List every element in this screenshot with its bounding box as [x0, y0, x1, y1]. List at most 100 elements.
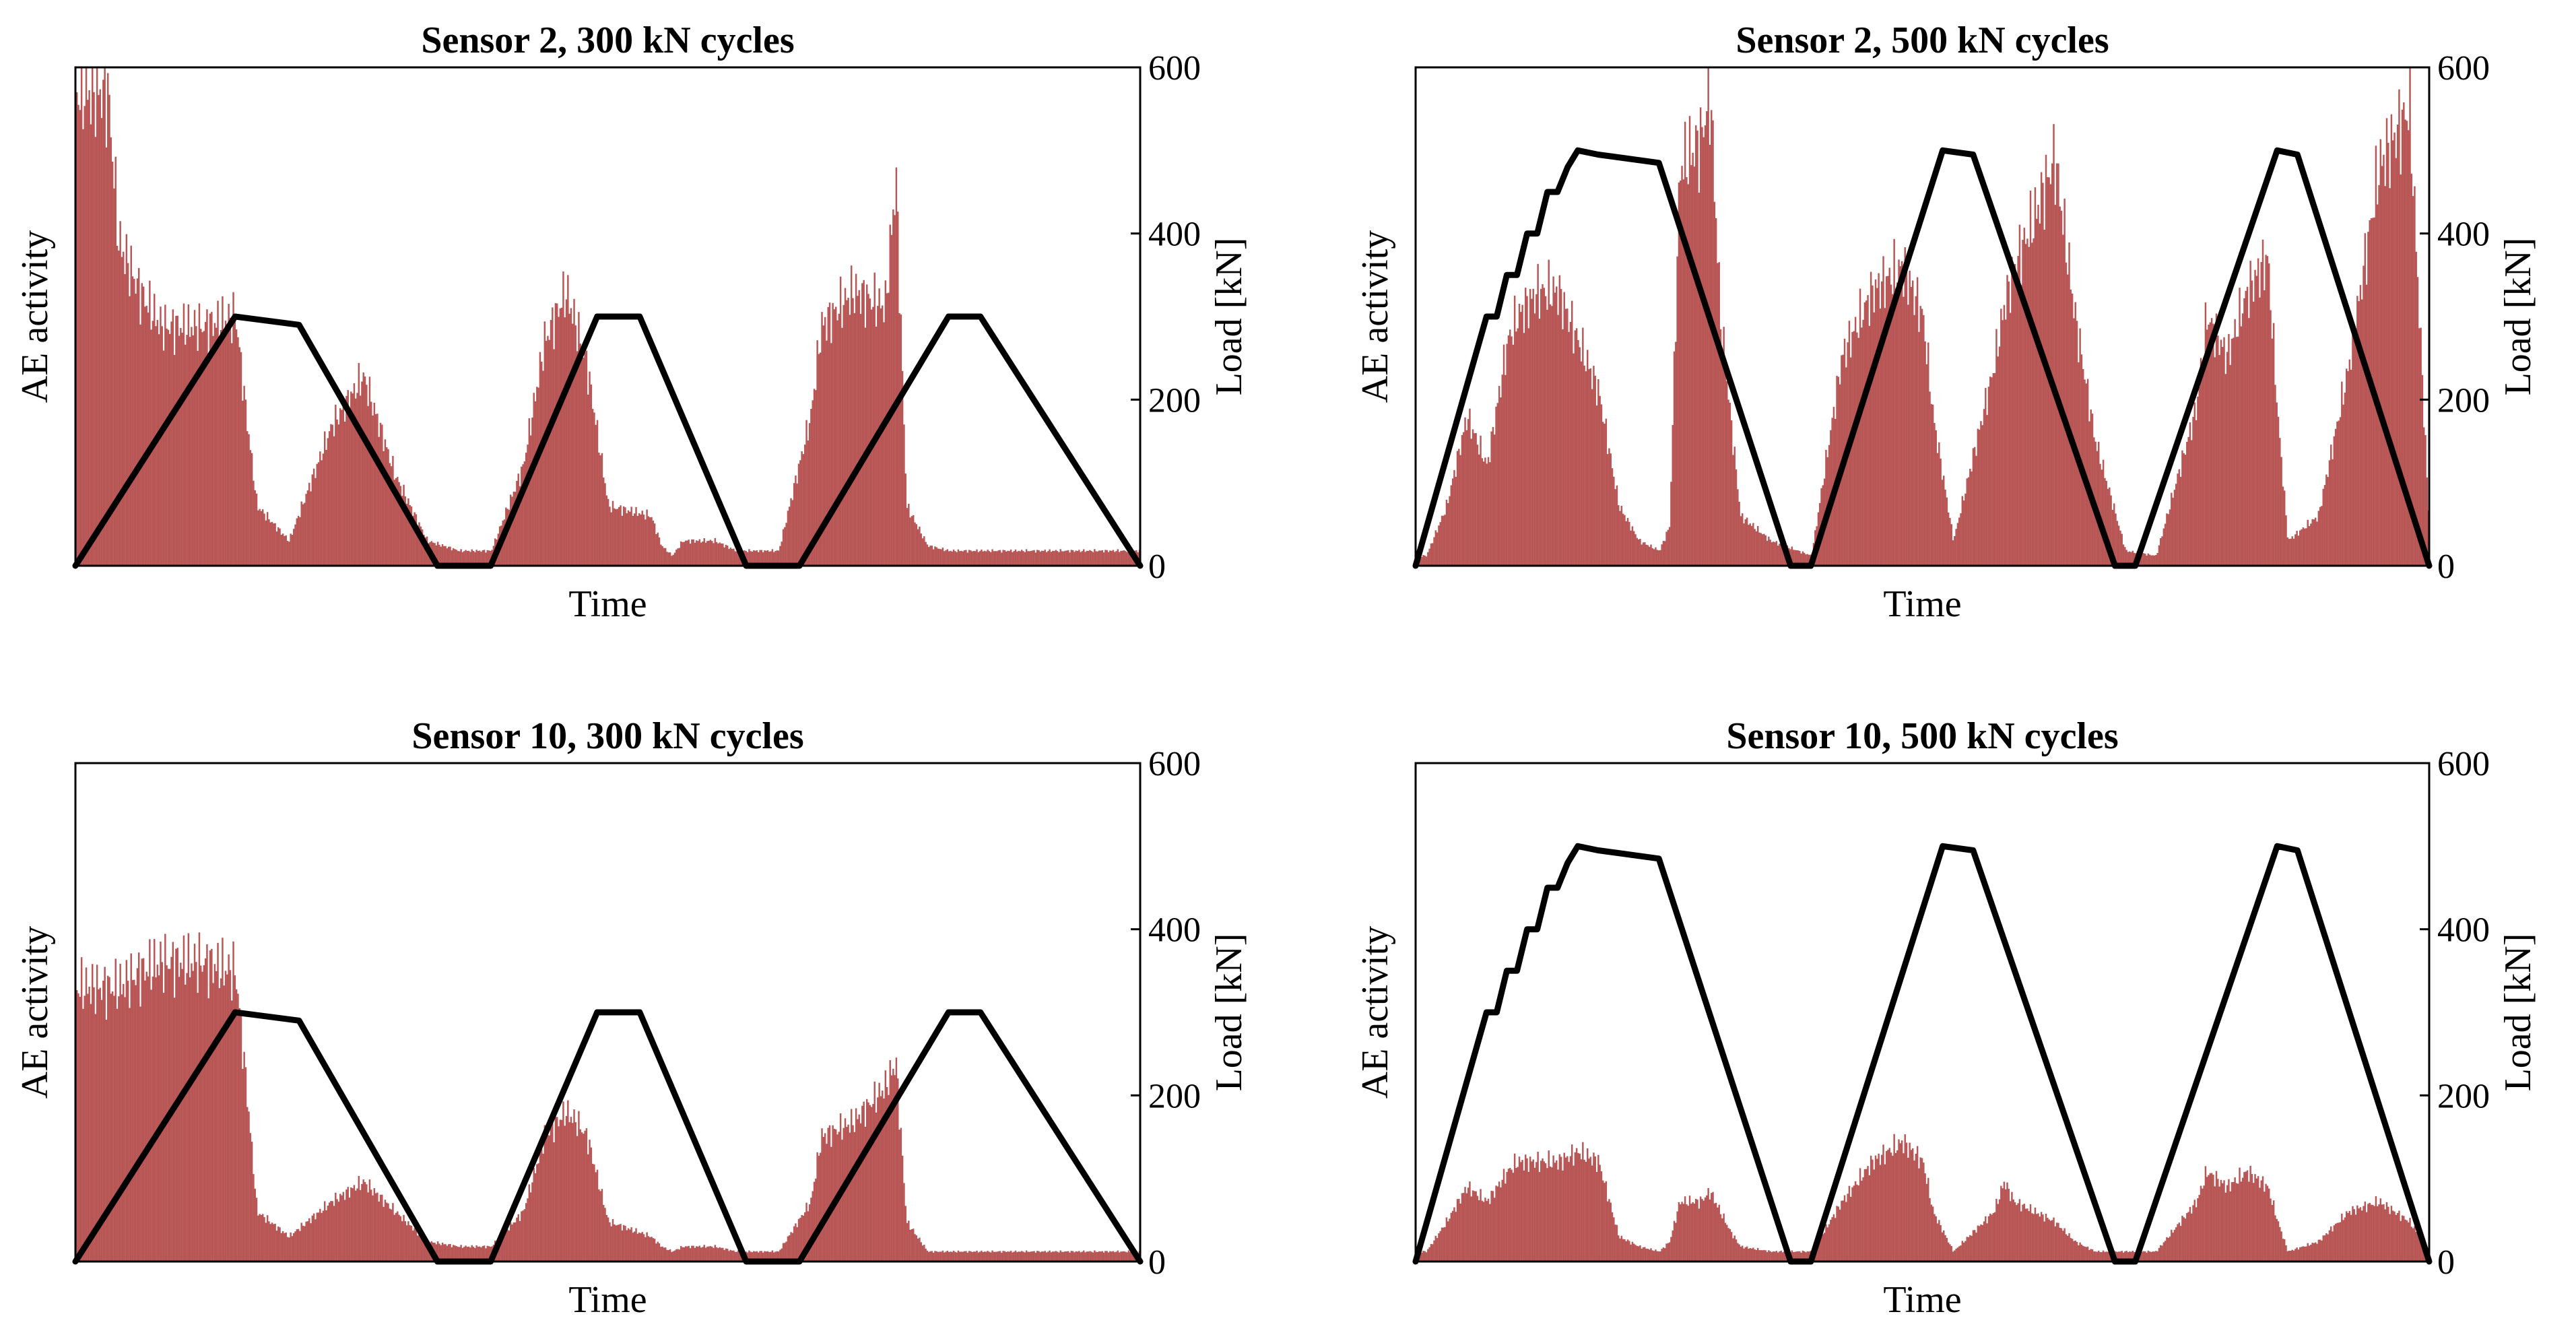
- ae-bar: [1881, 1154, 1883, 1262]
- ae-bar: [414, 1228, 416, 1262]
- ae-bar: [1639, 539, 1641, 566]
- ae-bar: [355, 1190, 357, 1262]
- ae-bar: [403, 484, 405, 566]
- ae-bar: [1115, 1251, 1117, 1262]
- ae-bar: [1537, 1152, 1539, 1262]
- ae-bar: [378, 1202, 380, 1262]
- ae-bar: [421, 529, 424, 566]
- ae-bar: [1681, 166, 1683, 566]
- ae-bar: [285, 535, 287, 566]
- ae-bar: [2048, 1219, 2050, 1262]
- ae-bar: [1998, 1199, 2001, 1262]
- ae-bar: [2014, 1202, 2016, 1262]
- ae-bar: [2301, 529, 2303, 566]
- ae-bar: [2209, 322, 2212, 566]
- ae-bar: [244, 1067, 247, 1262]
- ae-bar: [376, 1192, 378, 1262]
- ae-bar: [2051, 1220, 2053, 1262]
- ae-bar: [908, 1220, 910, 1262]
- ae-bar: [2200, 1185, 2202, 1262]
- ae-bar: [1613, 1217, 1615, 1262]
- ae-bar: [785, 523, 787, 566]
- ae-bar: [1650, 1248, 1652, 1262]
- ae-bar: [2418, 1237, 2420, 1262]
- ae-bar: [863, 1101, 865, 1262]
- ae-bar: [2029, 191, 2032, 566]
- ae-bar: [534, 401, 537, 566]
- ae-bar: [779, 546, 781, 566]
- ae-bar: [804, 1212, 806, 1262]
- ae-bar: [1500, 397, 1502, 566]
- ae-bar: [1012, 1252, 1014, 1262]
- ae-bar: [2257, 1176, 2259, 1262]
- ae-bar: [1825, 449, 1827, 566]
- ae-bar: [2259, 1187, 2261, 1262]
- ae-bar: [1935, 1216, 1937, 1262]
- ae-bar: [123, 251, 125, 566]
- ae-bar: [1836, 1206, 1838, 1262]
- ae-bar: [2384, 1209, 2386, 1262]
- ae-bar: [2098, 441, 2100, 566]
- ae-bar: [2026, 238, 2028, 566]
- ae-bar: [939, 548, 941, 566]
- ae-bar: [2241, 313, 2244, 566]
- load-line: [72, 313, 1144, 569]
- ae-bar: [987, 1251, 989, 1262]
- ae-bar: [160, 942, 162, 1262]
- ae-bar: [859, 314, 862, 566]
- ae-bar: [855, 273, 857, 566]
- ae-bar: [249, 1133, 252, 1262]
- ae-bar: [1518, 304, 1521, 566]
- ae-bar: [238, 347, 240, 566]
- ae-bar: [810, 1198, 812, 1262]
- ae-bar: [847, 298, 849, 566]
- ae-bar: [2253, 1183, 2255, 1262]
- ae-bar: [872, 1104, 874, 1262]
- ae-bar: [1995, 329, 1997, 566]
- ae-bar: [1966, 478, 1968, 566]
- ae-bar: [1618, 505, 1620, 566]
- ae-bar: [972, 1251, 975, 1262]
- ae-bar: [1724, 1222, 1727, 1262]
- ae-bar: [2162, 528, 2165, 566]
- ae-bar: [799, 460, 801, 566]
- ae-bar: [1927, 342, 1929, 566]
- ae-bar: [244, 399, 247, 566]
- ae-bar: [84, 995, 86, 1262]
- ae-bar: [384, 439, 387, 566]
- ae-bar: [946, 549, 949, 566]
- ae-bar: [297, 1229, 300, 1262]
- ae-bar: [1642, 1247, 1645, 1262]
- ae-bar: [1740, 1246, 1742, 1262]
- x-axis-label: Time: [1883, 583, 1961, 625]
- ae-bar: [1443, 1227, 1445, 1262]
- ae-bar: [723, 547, 725, 566]
- ae-bar: [2364, 233, 2367, 566]
- ae-bar: [2045, 1214, 2047, 1262]
- ae-bar: [378, 436, 380, 566]
- ae-bar: [469, 1247, 471, 1262]
- ae-bar: [1626, 1239, 1629, 1262]
- ae-bar: [1449, 496, 1451, 566]
- ae-bar: [234, 975, 236, 1262]
- ae-bar: [1101, 1251, 1104, 1262]
- ae-bar: [1719, 1214, 1722, 1262]
- ae-bar: [1851, 1187, 1853, 1262]
- ae-bar: [1978, 1226, 1981, 1262]
- ae-bar: [1613, 476, 1615, 566]
- ae-bar: [642, 515, 645, 566]
- ae-bar: [1525, 288, 1527, 566]
- ae-bar: [2328, 1230, 2331, 1262]
- ae-bar: [641, 1232, 643, 1262]
- ae-bar: [2361, 299, 2363, 566]
- ae-bar: [2352, 1206, 2354, 1262]
- ae-bar: [1668, 1242, 1671, 1262]
- ae-bar: [1727, 399, 1729, 566]
- ae-bar: [843, 1127, 845, 1262]
- ae-bar: [915, 1235, 918, 1262]
- ae-bar: [977, 1252, 980, 1262]
- ae-bar: [1620, 506, 1623, 566]
- ae-bar: [358, 362, 360, 566]
- ae-bar: [1825, 1224, 1827, 1262]
- ae-bar: [839, 276, 842, 566]
